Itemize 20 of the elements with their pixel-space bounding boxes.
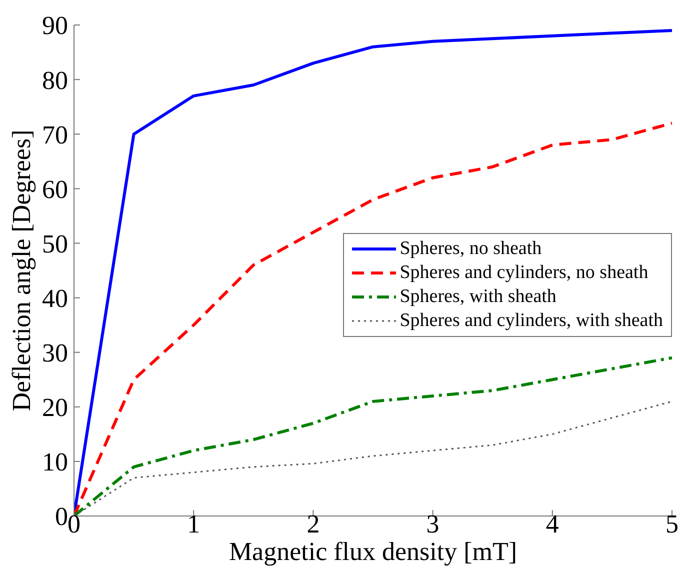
x-tick-label: 5 xyxy=(666,509,678,538)
y-tick-label: 20 xyxy=(42,393,68,422)
y-tick-label: 90 xyxy=(42,11,68,40)
y-tick-label: 50 xyxy=(42,229,68,258)
x-tick-label: 3 xyxy=(426,509,440,538)
y-tick-label: 60 xyxy=(42,174,68,204)
x-tick-label: 2 xyxy=(306,509,320,538)
y-tick-label: 80 xyxy=(42,66,68,95)
y-tick-label: 70 xyxy=(42,120,68,150)
legend-label: Spheres, no sheath xyxy=(400,238,542,260)
legend-label: Spheres, with sheath xyxy=(400,286,556,308)
x-tick-label: 1 xyxy=(187,509,200,538)
x-tick-label: 4 xyxy=(546,509,559,538)
y-tick-label: 10 xyxy=(42,448,68,477)
x-axis-title: Magnetic flux density [mT] xyxy=(228,537,518,566)
y-axis-title: Deflection angle [Degrees] xyxy=(7,130,36,412)
y-tick-label: 40 xyxy=(42,284,68,314)
legend-label: Spheres and cylinders, no sheath xyxy=(400,262,648,284)
y-tick-label: 30 xyxy=(42,338,68,368)
legend-label: Spheres and cylinders, with sheath xyxy=(400,310,663,332)
